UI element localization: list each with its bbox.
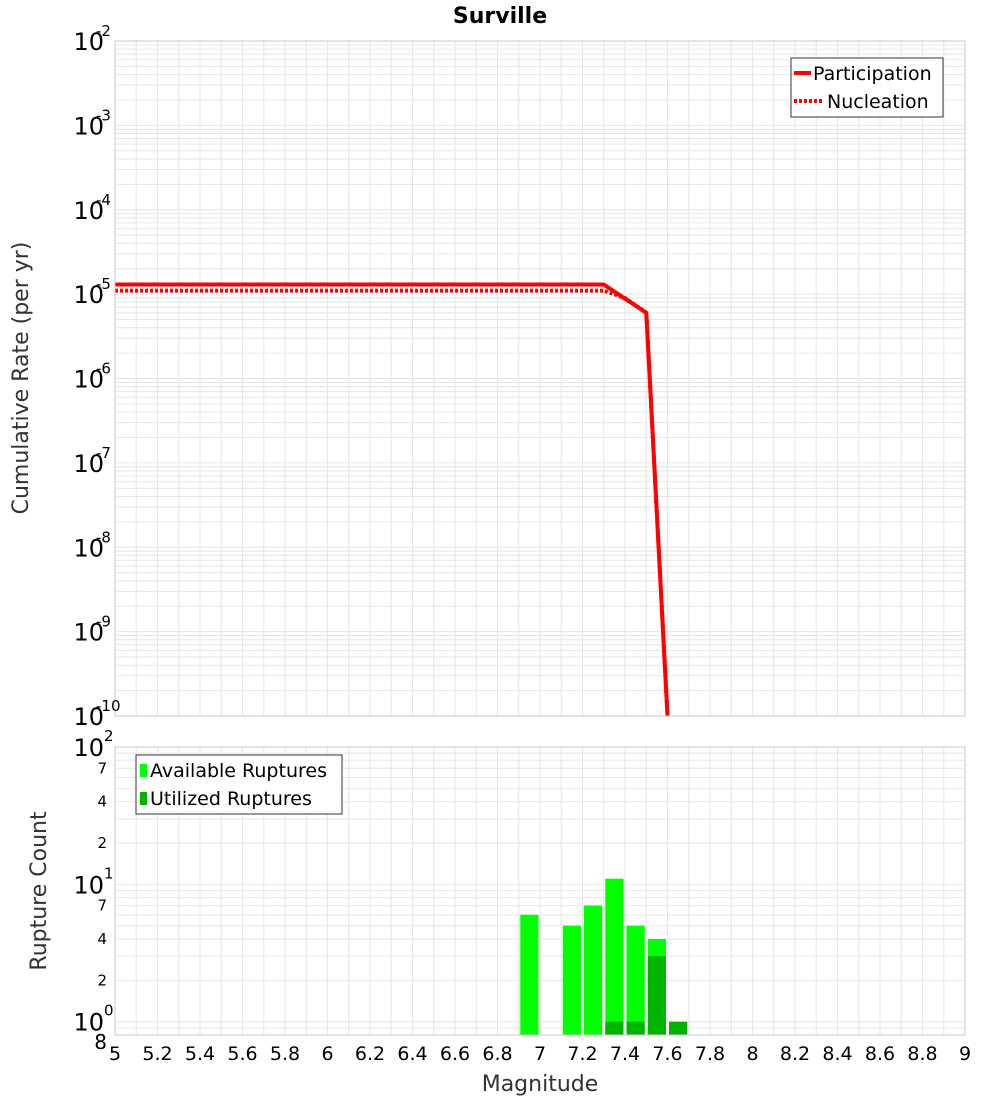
count-y-tick-label: 10 1 <box>73 864 113 899</box>
count-plot-frame <box>114 746 966 1036</box>
rate-y-axis-label: Cumulative Rate (per yr) <box>9 242 34 515</box>
magnitude-x-axis-label: Magnitude <box>482 1072 599 1097</box>
tick-exponent: -7 <box>96 444 111 462</box>
utilized-ruptures-bar <box>626 1021 645 1035</box>
legend-swatch-available <box>140 764 147 777</box>
legend-label-available: Available Ruptures <box>150 760 327 782</box>
magnitude-x-tick-label: 8.6 <box>865 1043 895 1065</box>
magnitude-x-axis-ticks: 5 5.2 5.4 5.6 5.8 6 6.2 6.4 6.6 6.8 7 7.2 7.4 7.6 7.8 8… <box>109 1043 971 1065</box>
tick-base: 10 <box>73 534 104 562</box>
available-ruptures-bar <box>520 914 539 1035</box>
tick-exponent: -4 <box>96 191 111 209</box>
rate-plot-grid <box>114 41 966 717</box>
magnitude-x-tick-label: 8 <box>746 1043 758 1065</box>
rate-y-tick-label: 10-10 <box>73 697 120 731</box>
rate-y-tick-label: 10-6 <box>73 360 111 394</box>
rate-y-tick-label: 10-7 <box>73 444 111 478</box>
rate-y-tick-label: 10-3 <box>73 106 111 140</box>
available-ruptures-bar <box>626 925 645 1035</box>
rate-y-tick-label: 10-2 <box>73 22 111 56</box>
count-y-minor-tick-label: 7 <box>97 759 107 777</box>
rate-plot-series <box>115 282 670 716</box>
count-y-minor-tick-label: 8 <box>94 1030 107 1054</box>
rate-y-tick-label: 10-8 <box>73 528 111 562</box>
magnitude-x-tick-label: 6.4 <box>397 1043 427 1065</box>
magnitude-x-tick-label: 6.8 <box>482 1043 512 1065</box>
available-ruptures-bar <box>562 925 581 1035</box>
count-y-axis-label: Rupture Count <box>27 811 52 971</box>
chart-title: Surville <box>453 4 547 29</box>
utilized-ruptures-bar <box>605 1021 624 1035</box>
legend-label-utilized: Utilized Ruptures <box>150 788 312 810</box>
magnitude-x-tick-label: 5 <box>109 1043 121 1065</box>
count-y-tick-label: 10 0 <box>73 1002 113 1037</box>
tick-exponent: -9 <box>96 613 111 631</box>
tick-exponent: -2 <box>96 22 111 40</box>
available-ruptures-bar <box>605 878 624 1035</box>
tick-exponent: 1 <box>104 864 114 882</box>
tick-exponent: 0 <box>104 1002 114 1020</box>
utilized-ruptures-bar <box>647 956 666 1035</box>
count-y-minor-tick-label: 7 <box>97 897 107 915</box>
tick-exponent: -8 <box>96 528 111 546</box>
magnitude-x-tick-label: 9 <box>959 1043 971 1065</box>
magnitude-x-tick-label: 8.8 <box>907 1043 937 1065</box>
magnitude-x-tick-label: 8.2 <box>780 1043 810 1065</box>
rate-legend: Participation Nucleation <box>790 57 944 118</box>
tick-exponent: -6 <box>96 360 111 378</box>
tick-base: 10 <box>73 871 104 899</box>
rate-y-axis-ticks: 10-210-310-410-510-610-710-810-910-10 <box>73 22 120 731</box>
magnitude-x-tick-label: 7 <box>534 1043 546 1065</box>
magnitude-x-tick-label: 7.8 <box>695 1043 725 1065</box>
tick-base: 10 <box>73 28 104 56</box>
count-legend: Available Ruptures Utilized Ruptures <box>135 754 343 815</box>
tick-base: 10 <box>73 734 104 762</box>
tick-exponent: -3 <box>96 106 111 124</box>
tick-base: 10 <box>73 366 104 394</box>
count-y-tick-label: 10 2 <box>73 727 113 762</box>
magnitude-x-tick-label: 7.2 <box>567 1043 597 1065</box>
count-y-minor-tick-label: 4 <box>97 930 107 948</box>
tick-base: 10 <box>73 112 104 140</box>
magnitude-x-tick-label: 5.6 <box>227 1043 257 1065</box>
magnitude-x-tick-label: 6.6 <box>440 1043 470 1065</box>
count-plot-bars <box>520 878 688 1035</box>
rate-y-tick-label: 10-9 <box>73 613 111 647</box>
count-y-minor-tick-label: 4 <box>97 793 107 811</box>
magnitude-x-tick-label: 6 <box>321 1043 333 1065</box>
tick-base: 10 <box>73 703 104 731</box>
legend-label-participation: Participation <box>813 63 932 85</box>
count-y-minor-tick-label: 2 <box>97 971 107 989</box>
tick-exponent: -10 <box>96 697 121 715</box>
legend-swatch-utilized <box>140 792 147 805</box>
tick-base: 10 <box>73 281 104 309</box>
magnitude-x-tick-label: 5.2 <box>142 1043 172 1065</box>
tick-exponent: -5 <box>96 275 111 293</box>
tick-base: 10 <box>73 450 104 478</box>
magnitude-x-tick-label: 5.8 <box>270 1043 300 1065</box>
tick-base: 10 <box>73 619 104 647</box>
participation-line <box>115 282 670 716</box>
rate-plot-frame <box>114 40 966 717</box>
rate-y-tick-label: 10-5 <box>73 275 111 309</box>
available-ruptures-bar <box>584 905 603 1035</box>
magnitude-x-tick-label: 7.6 <box>652 1043 682 1065</box>
rate-y-tick-label: 10-4 <box>73 191 111 225</box>
utilized-ruptures-bar <box>669 1021 688 1035</box>
magnitude-x-tick-label: 7.4 <box>610 1043 640 1065</box>
legend-label-nucleation: Nucleation <box>827 91 929 113</box>
tick-exponent: 2 <box>104 727 114 745</box>
magnitude-x-tick-label: 5.4 <box>185 1043 215 1065</box>
tick-base: 10 <box>73 197 104 225</box>
count-y-minor-tick-label: 2 <box>97 834 107 852</box>
magnitude-x-tick-label: 6.2 <box>355 1043 385 1065</box>
tick-base: 10 <box>73 1009 104 1037</box>
magnitude-x-tick-label: 8.4 <box>822 1043 852 1065</box>
